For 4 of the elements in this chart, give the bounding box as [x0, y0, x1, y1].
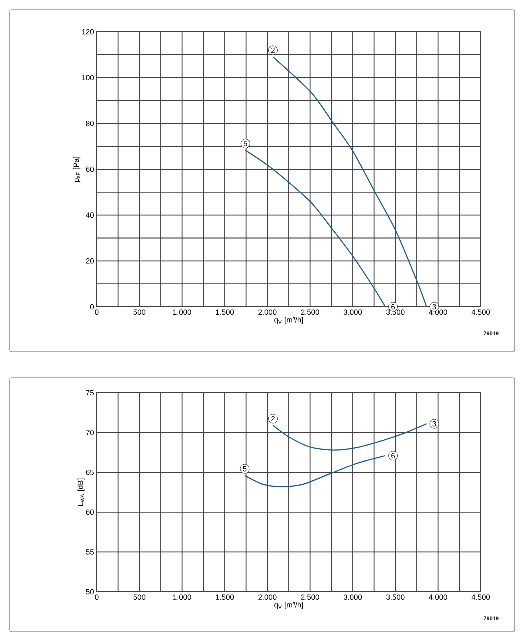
- line-series: [272, 56, 428, 308]
- line-series: [245, 150, 386, 308]
- line-series: [244, 455, 386, 488]
- line-series: [272, 424, 428, 451]
